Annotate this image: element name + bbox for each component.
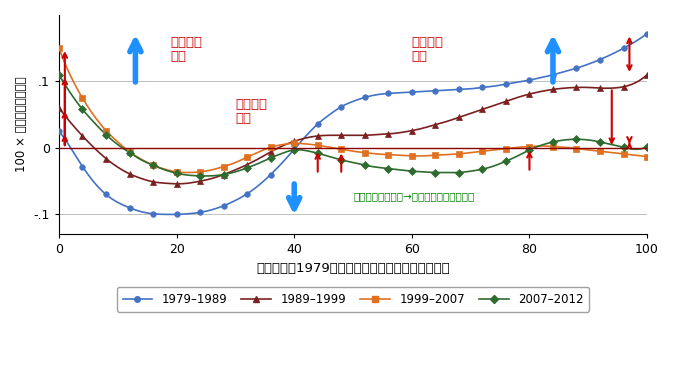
X-axis label: スキル度（1979年の平均対数賃金にランク付け）: スキル度（1979年の平均対数賃金にランク付け） — [256, 262, 450, 275]
Text: 高レベル: 高レベル — [412, 36, 443, 49]
Text: 増加: 増加 — [171, 50, 187, 63]
Text: 低レベル: 低レベル — [171, 36, 203, 49]
Text: 増加: 増加 — [412, 50, 428, 63]
Text: 職が失われる境界→より高スキル者へ移動: 職が失われる境界→より高スキル者へ移動 — [353, 191, 474, 201]
Text: 中レベル: 中レベル — [235, 98, 268, 111]
Y-axis label: 100 × 雇用シェアの変化: 100 × 雇用シェアの変化 — [15, 77, 28, 173]
Text: 減少: 減少 — [235, 112, 251, 124]
Legend: 1979–1989, 1989–1999, 1999–2007, 2007–2012: 1979–1989, 1989–1999, 1999–2007, 2007–20… — [117, 287, 589, 312]
